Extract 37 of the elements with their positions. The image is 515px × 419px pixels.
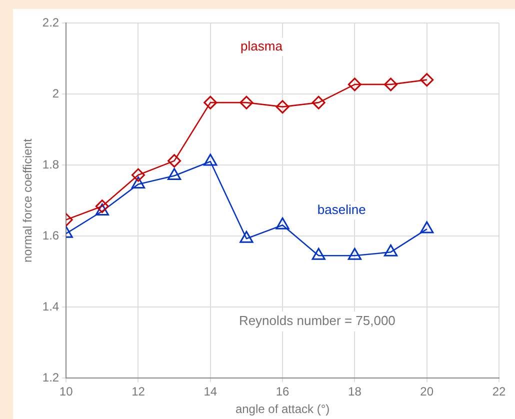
annotation: Reynolds number = 75,000	[238, 312, 396, 328]
point	[384, 244, 398, 256]
y-tick-label: 2	[52, 86, 60, 100]
point	[420, 221, 434, 234]
x-tick-label: 14	[204, 384, 218, 399]
text: plasma	[240, 38, 284, 54]
point	[168, 154, 182, 168]
point	[276, 100, 290, 114]
point	[348, 248, 362, 260]
x-tick-label: 12	[132, 384, 146, 399]
point	[204, 154, 218, 166]
x-tick-label: 22	[492, 384, 506, 399]
text: baseline	[317, 202, 366, 218]
point	[420, 73, 434, 87]
x-tick-label: 16	[276, 384, 290, 399]
point	[348, 78, 362, 92]
point	[312, 96, 326, 110]
point	[276, 217, 290, 230]
point	[240, 96, 254, 110]
x-tick-label: 20	[420, 384, 434, 399]
point	[312, 248, 326, 260]
y-tick-label: 1.6	[42, 228, 60, 242]
y-tick-label: 1.4	[42, 299, 60, 314]
point	[95, 204, 109, 216]
point	[131, 176, 146, 189]
point	[168, 168, 182, 180]
point	[131, 168, 145, 182]
x-axis-title: angle of attack (°)	[235, 402, 330, 416]
y-tick-label: 1.8	[42, 157, 60, 172]
x-tick-label: 10	[59, 384, 74, 399]
point	[240, 230, 254, 243]
point	[384, 78, 398, 92]
point	[204, 96, 218, 110]
y-tick-label: 1.2	[42, 370, 60, 385]
y-tick-label: 2.2	[42, 15, 60, 30]
y-axis-title: normal force coefficient	[20, 138, 35, 263]
x-tick-label: 18	[348, 384, 362, 399]
